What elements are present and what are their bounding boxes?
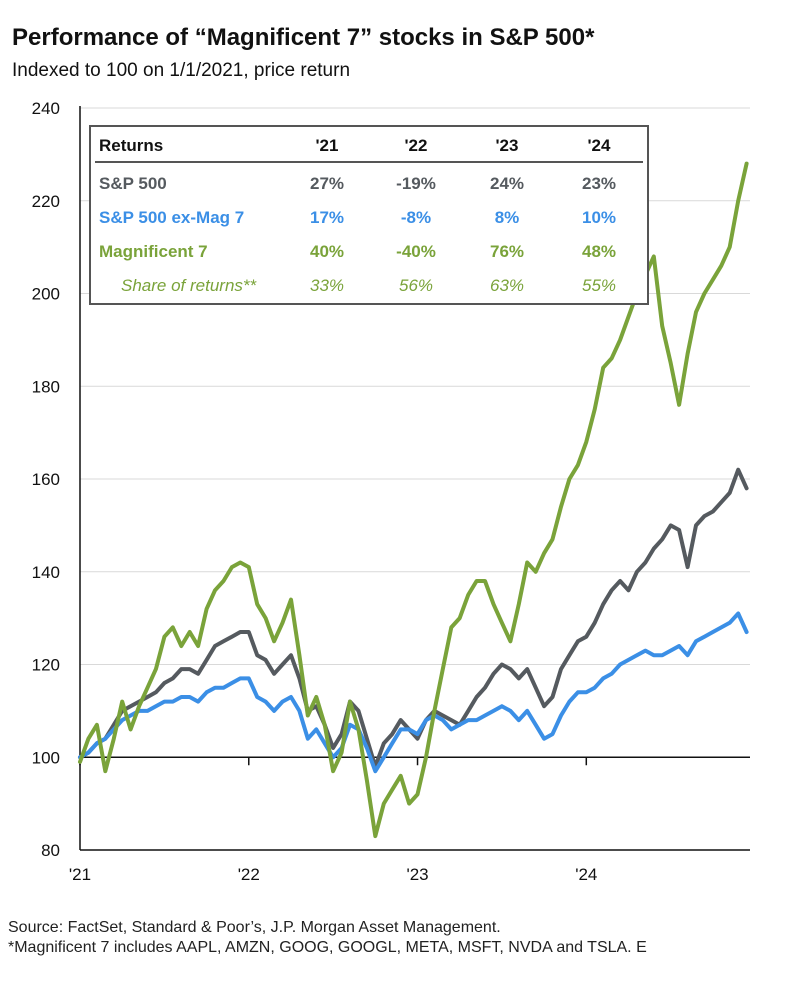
y-tick-label: 200 <box>32 285 60 304</box>
y-tick-label: 180 <box>32 377 60 396</box>
cell: 55% <box>581 276 617 295</box>
y-tick-label: 160 <box>32 470 60 489</box>
y-tick-label: 100 <box>32 748 60 767</box>
cell: 23% <box>581 174 617 193</box>
cell: -40% <box>396 242 436 261</box>
series-line-sp500 <box>78 467 749 769</box>
table-header-returns: Returns <box>99 136 164 155</box>
x-tick-label: '23 <box>406 865 428 884</box>
source-note: Source: FactSet, Standard & Poor’s, J.P.… <box>8 919 501 936</box>
footnote: *Magnificent 7 includes AAPL, AMZN, GOOG… <box>8 939 647 956</box>
cell: 48% <box>581 242 617 261</box>
footer: Source: FactSet, Standard & Poor’s, J.P.… <box>8 918 647 958</box>
y-tick-label: 220 <box>32 192 60 211</box>
row-label: S&P 500 <box>99 174 167 193</box>
row-label: Share of returns** <box>121 276 257 295</box>
series-line-ex-mag7 <box>78 611 749 774</box>
table-row-share: Share of returns** 33% 56% 63% 55% <box>91 269 647 303</box>
cell: -8% <box>400 208 432 227</box>
table-header-row: Returns '21 '22 '23 '24 <box>91 129 647 163</box>
cell: 63% <box>489 276 525 295</box>
cell: 56% <box>398 276 434 295</box>
table-header-23: '23 <box>495 136 519 155</box>
chart-subtitle: Indexed to 100 on 1/1/2021, price return <box>12 60 351 81</box>
table-header-22: '22 <box>404 136 428 155</box>
table-header-24: '24 <box>587 136 611 155</box>
x-tick-label: '22 <box>238 865 260 884</box>
cell: -19% <box>396 174 436 193</box>
y-tick-label: 80 <box>41 841 60 860</box>
row-label: Magnificent 7 <box>99 242 208 261</box>
x-tick-label: '24 <box>575 865 597 884</box>
cell: 10% <box>581 208 617 227</box>
cell: 76% <box>489 242 525 261</box>
table-row-sp500: S&P 500 27% -19% 24% 23% <box>91 167 647 201</box>
cell: 24% <box>489 174 525 193</box>
table-row-mag7: Magnificent 7 40% -40% 76% 48% <box>91 235 647 269</box>
axes: 80 100 120 140 160 180 200 220 240 '21 '22 '23 '24 <box>32 99 750 884</box>
line-chart: 80 100 120 140 160 180 200 220 240 '21 '22 '23 '24 <box>32 99 750 884</box>
row-label: S&P 500 ex-Mag 7 <box>99 208 245 227</box>
x-tick-label: '21 <box>69 865 91 884</box>
cell: 40% <box>309 242 345 261</box>
cell: 27% <box>309 174 345 193</box>
table-header-divider <box>95 161 643 163</box>
table-header-21: '21 <box>315 136 339 155</box>
cell: 8% <box>494 208 520 227</box>
table-row-ex-mag7: S&P 500 ex-Mag 7 17% -8% 8% 10% <box>91 201 647 235</box>
y-tick-label: 120 <box>32 656 60 675</box>
cell: 33% <box>309 276 345 295</box>
cell: 17% <box>309 208 345 227</box>
page-title: Performance of “Magnificent 7” stocks in… <box>12 24 595 51</box>
returns-table: Returns '21 '22 '23 '24 S&P 500 27% -19%… <box>89 125 649 305</box>
y-tick-label: 140 <box>32 563 60 582</box>
y-tick-label: 240 <box>32 99 60 118</box>
